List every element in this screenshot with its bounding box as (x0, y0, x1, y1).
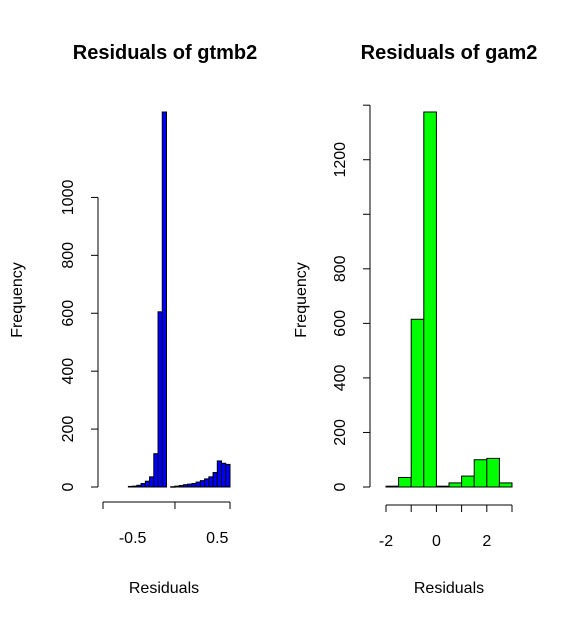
histogram-bar (187, 483, 193, 488)
histogram-bar (178, 485, 184, 488)
y-tick-label: 0 (60, 482, 77, 491)
y-tick-label: 600 (332, 310, 349, 337)
y-tick-label: 200 (332, 419, 349, 446)
x-tick-label: 0 (432, 533, 441, 550)
y-tick-label: 600 (60, 300, 77, 327)
histogram-bar (448, 482, 463, 488)
histogram-bar (385, 485, 400, 488)
histogram-bar (212, 472, 218, 488)
histogram-bar (486, 457, 500, 488)
y-axis-label: Frequency (293, 262, 310, 338)
x-tick-label: -2 (379, 533, 393, 550)
y-axis: 0 200 400 600 800 1200 (332, 104, 371, 491)
histogram-bar (473, 459, 488, 488)
histogram-gam2: Residuals of gam2 Residuals Frequency 0 2… (293, 42, 537, 597)
histogram-bar (398, 476, 412, 488)
histogram-bar (157, 311, 163, 488)
y-tick-label: 1200 (332, 142, 349, 178)
histogram-bar (132, 485, 138, 488)
y-tick-label: 1000 (60, 180, 77, 216)
y-tick-label: 800 (60, 242, 77, 269)
histogram-bar (423, 111, 437, 488)
y-tick-label: 400 (332, 364, 349, 391)
histogram-bar (191, 483, 197, 488)
x-axis-label: Residuals (414, 580, 484, 597)
histogram-bar (149, 476, 155, 488)
x-axis-label: Residuals (129, 580, 199, 597)
x-axis: -2 0 2 (379, 504, 513, 550)
y-tick-label: 800 (332, 255, 349, 282)
histogram-bar (225, 463, 231, 488)
histogram-bar (435, 485, 450, 488)
y-tick-label: 0 (332, 482, 349, 491)
histogram-bar (216, 460, 223, 488)
chart-title: Residuals of gtmb2 (73, 42, 257, 64)
histogram-bar (410, 318, 425, 488)
x-tick-label: 2 (482, 533, 491, 550)
y-tick-label: 200 (60, 416, 77, 443)
histogram-bar (199, 480, 206, 488)
bars (127, 111, 231, 488)
histogram-bar (170, 486, 176, 488)
y-axis: 0 200 400 600 800 1000 (60, 180, 99, 491)
histogram-bar (208, 476, 214, 488)
histogram-bar (204, 478, 210, 488)
histogram-bar (182, 484, 189, 488)
histogram-bar (127, 485, 134, 488)
histogram-bar (136, 484, 142, 488)
y-tick-label: 400 (60, 358, 77, 385)
histogram-bar (153, 453, 159, 488)
histogram-bar (195, 481, 201, 488)
histogram-bar (174, 485, 180, 488)
histogram-bar (221, 462, 227, 488)
x-tick-label: -0.5 (119, 530, 147, 547)
histogram-gtmb2: Residuals of gtmb2 Residuals Frequency 0… (9, 42, 257, 597)
histogram-bar (161, 111, 167, 488)
histogram-bar (140, 483, 146, 488)
bars (385, 111, 513, 488)
histogram-bar (461, 475, 475, 488)
x-axis: -0.5 0.5 (102, 501, 231, 547)
x-tick-label: 0.5 (206, 530, 228, 547)
histogram-bar (144, 480, 151, 488)
histogram-bar (498, 482, 513, 488)
chart-title: Residuals of gam2 (361, 42, 538, 64)
y-axis-label: Frequency (9, 262, 26, 338)
